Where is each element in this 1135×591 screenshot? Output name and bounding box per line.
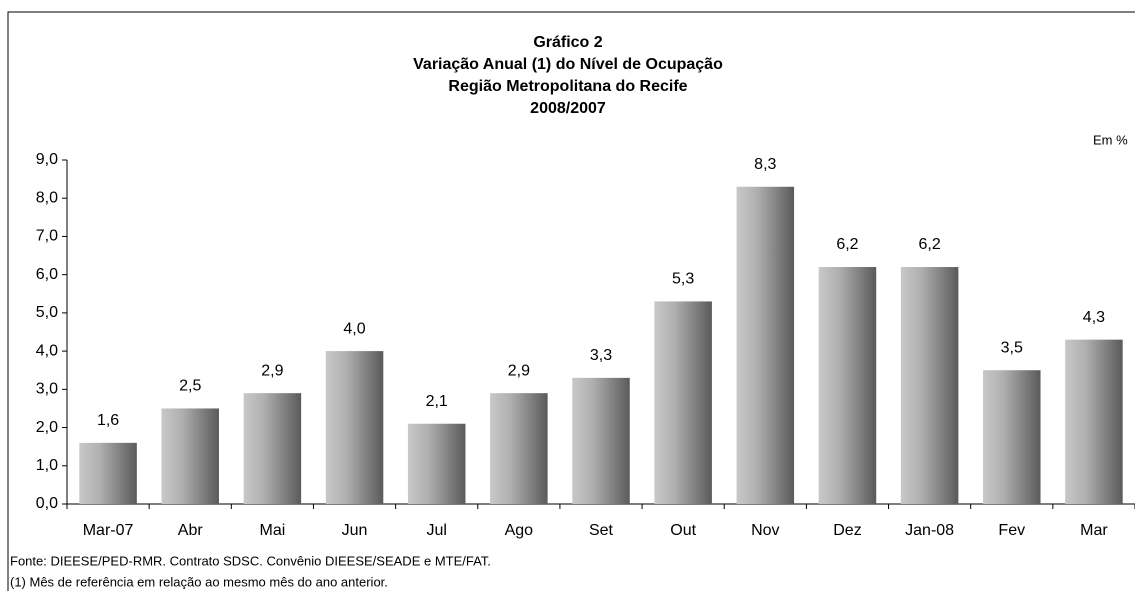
value-label: 2,5: [179, 378, 201, 395]
bar: [900, 267, 959, 504]
x-tick-label: Nov: [751, 522, 779, 539]
x-tick-label: Set: [589, 522, 614, 539]
bar: [736, 186, 795, 504]
x-tick-label: Dez: [833, 522, 861, 539]
y-tick-label: 8,0: [36, 189, 58, 206]
chart-title: Gráfico 2: [533, 34, 602, 51]
value-label: 2,1: [426, 393, 448, 410]
x-tick-label: Mar-07: [83, 522, 134, 539]
y-tick-label: 9,0: [36, 151, 58, 168]
bar: [654, 301, 712, 504]
x-tick-label: Abr: [178, 522, 204, 539]
value-label: 6,2: [918, 236, 940, 253]
bar: [1065, 339, 1123, 504]
x-tick-label: Fev: [998, 522, 1025, 539]
y-tick-label: 4,0: [36, 342, 58, 359]
y-tick-label: 0,0: [36, 495, 58, 512]
y-tick-label: 5,0: [36, 304, 58, 321]
value-label: 2,9: [261, 362, 283, 379]
source-note: Fonte: DIEESE/PED-RMR. Contrato SDSC. Co…: [10, 553, 491, 568]
value-label: 5,3: [672, 271, 694, 288]
bar: [325, 351, 384, 504]
value-label: 4,0: [343, 320, 365, 337]
bar: [818, 267, 877, 504]
frame: [7, 11, 1135, 591]
chart-title: Região Metropolitana do Recife: [448, 78, 687, 95]
bar: [572, 377, 630, 504]
footnote: (1) Mês de referência em relação ao mesm…: [10, 574, 388, 589]
value-label: 3,5: [1001, 339, 1023, 356]
y-tick-label: 2,0: [36, 419, 58, 436]
bar: [243, 393, 302, 504]
y-tick-label: 7,0: [36, 228, 58, 245]
bar: [490, 393, 548, 504]
unit-label: Em %: [1093, 132, 1128, 147]
x-tick-label: Jan-08: [905, 522, 954, 539]
bar: [983, 370, 1041, 504]
x-tick-label: Out: [670, 522, 696, 539]
x-tick-label: Mar: [1080, 522, 1108, 539]
x-tick-label: Jul: [426, 522, 446, 539]
value-label: 2,9: [508, 362, 530, 379]
y-tick-label: 3,0: [36, 381, 58, 398]
bar: [79, 442, 137, 504]
bar: [161, 408, 219, 504]
value-label: 8,3: [754, 156, 776, 173]
y-tick-label: 6,0: [36, 266, 58, 283]
chart-title: Variação Anual (1) do Nível de Ocupação: [413, 56, 723, 73]
bar: [407, 423, 466, 504]
chart-title: 2008/2007: [530, 100, 606, 117]
x-tick-label: Mai: [259, 522, 285, 539]
y-tick-label: 1,0: [36, 457, 58, 474]
value-label: 3,3: [590, 347, 612, 364]
value-label: 6,2: [836, 236, 858, 253]
x-tick-label: Ago: [505, 522, 534, 539]
value-label: 4,3: [1083, 309, 1105, 326]
x-tick-label: Jun: [342, 522, 368, 539]
value-label: 1,6: [97, 412, 119, 429]
